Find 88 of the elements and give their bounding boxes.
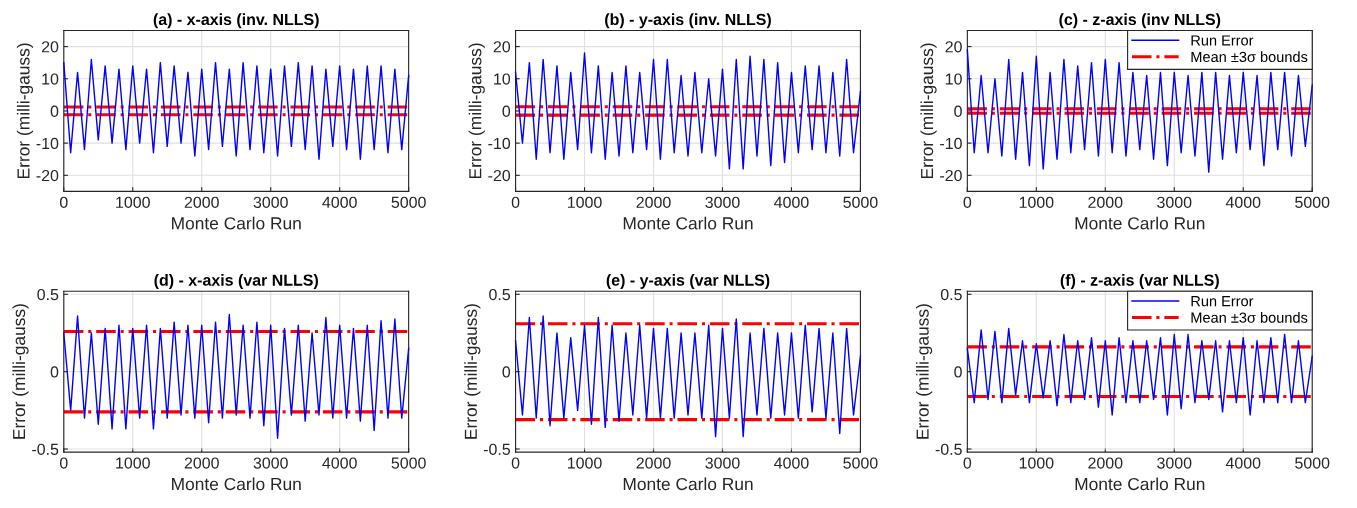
y-axis-title: Error (milli-gauss) bbox=[920, 43, 937, 178]
x-tick-label: 2000 bbox=[636, 457, 671, 469]
x-tick-label: 4000 bbox=[322, 457, 357, 469]
x-tick-label: 3000 bbox=[705, 457, 740, 469]
y-axis-title: Error (milli-gauss) bbox=[12, 304, 29, 439]
y-tick-label: -10 bbox=[36, 137, 59, 150]
y-tick-label: 10 bbox=[42, 73, 59, 85]
y-tick-label: -0.5 bbox=[483, 443, 511, 455]
x-tick-label: 5000 bbox=[391, 196, 426, 208]
x-tick-label: 1000 bbox=[116, 196, 150, 208]
y-axis-title: Error (milli-gauss) bbox=[464, 304, 481, 439]
chart-title: (d) - x-axis (var NLLS) bbox=[154, 274, 318, 289]
y-tick-label: 0.5 bbox=[489, 288, 511, 301]
x-tick-label: 5000 bbox=[1295, 196, 1330, 208]
x-tick-label: 5000 bbox=[843, 196, 878, 208]
x-axis-title: Monte Carlo Run bbox=[623, 477, 753, 491]
x-tick-label: 1000 bbox=[116, 457, 150, 469]
legend-label: Mean ±3σ bounds bbox=[1191, 312, 1308, 323]
y-tick-label: 0 bbox=[502, 105, 511, 117]
x-tick-label: 2000 bbox=[1088, 196, 1123, 208]
y-tick-label: 0 bbox=[50, 366, 59, 378]
y-tick-label: -10 bbox=[488, 137, 511, 150]
y-tick-label: -0.5 bbox=[32, 443, 59, 455]
legend-label: Run Error bbox=[1191, 35, 1254, 46]
y-tick-label: 20 bbox=[493, 41, 511, 53]
x-tick-label: 3000 bbox=[1157, 196, 1192, 208]
x-tick-label: 5000 bbox=[391, 457, 426, 469]
x-axis-title: Monte Carlo Run bbox=[172, 477, 301, 491]
chart-title: (a) - x-axis (inv. NLLS) bbox=[153, 13, 319, 29]
x-tick-label: 0 bbox=[59, 457, 68, 469]
x-tick-label: 5000 bbox=[1295, 457, 1330, 469]
x-tick-label: 1000 bbox=[1019, 196, 1054, 208]
y-tick-label: 0 bbox=[954, 366, 962, 378]
x-axis-title: Monte Carlo Run bbox=[1075, 216, 1205, 230]
x-axis-title: Monte Carlo Run bbox=[1075, 477, 1205, 491]
y-tick-label: -20 bbox=[488, 169, 511, 182]
line-series bbox=[966, 49, 1313, 173]
y-tick-label: 20 bbox=[41, 41, 59, 53]
x-axis-title: Monte Carlo Run bbox=[172, 216, 301, 230]
y-tick-label: 0 bbox=[502, 366, 511, 378]
chart-title: (b) - y-axis (inv. NLLS) bbox=[605, 13, 771, 29]
chart-title: (e) - y-axis (var NLLS) bbox=[606, 274, 770, 289]
x-tick-label: 2000 bbox=[184, 457, 219, 469]
y-tick-label: 10 bbox=[494, 73, 511, 85]
y-axis-title: Error (milli-gauss) bbox=[16, 43, 34, 178]
x-tick-label: 4000 bbox=[1225, 457, 1261, 469]
x-tick-label: 3000 bbox=[253, 196, 288, 208]
x-tick-label: 1000 bbox=[1019, 457, 1054, 469]
y-axis-title: Error (milli-gauss) bbox=[468, 43, 485, 178]
legend-label: Mean ±3σ bounds bbox=[1191, 51, 1308, 63]
x-tick-label: 0 bbox=[511, 457, 520, 469]
line-series bbox=[966, 327, 1313, 416]
x-tick-label: 0 bbox=[59, 196, 68, 208]
x-tick-label: 5000 bbox=[843, 457, 878, 469]
y-tick-label: -0.5 bbox=[935, 443, 962, 455]
x-tick-label: 2000 bbox=[184, 196, 219, 208]
x-tick-label: 3000 bbox=[705, 196, 740, 208]
x-tick-label: 0 bbox=[963, 196, 972, 208]
y-tick-label: 0 bbox=[50, 105, 59, 117]
y-tick-label: -20 bbox=[940, 169, 962, 182]
x-tick-label: 0 bbox=[511, 196, 520, 208]
line-series bbox=[63, 313, 410, 439]
chart-title: (f) - z-axis (var NLLS) bbox=[1060, 274, 1219, 289]
y-tick-label: 0.5 bbox=[940, 288, 962, 301]
x-tick-label: 3000 bbox=[253, 457, 288, 469]
y-tick-label: 0.5 bbox=[37, 288, 59, 301]
x-tick-label: 2000 bbox=[1088, 457, 1123, 469]
x-tick-label: 3000 bbox=[1157, 457, 1192, 469]
legend-label: Run Error bbox=[1191, 296, 1254, 307]
x-tick-label: 1000 bbox=[567, 457, 602, 469]
y-tick-label: 20 bbox=[945, 41, 962, 53]
line-series bbox=[514, 52, 862, 170]
line-series bbox=[63, 58, 410, 160]
x-tick-label: 4000 bbox=[1225, 196, 1261, 208]
x-tick-label: 4000 bbox=[774, 457, 809, 469]
x-tick-label: 0 bbox=[963, 457, 972, 469]
x-tick-label: 2000 bbox=[636, 196, 671, 208]
line-series bbox=[514, 315, 862, 438]
x-tick-label: 4000 bbox=[774, 196, 809, 208]
x-axis-title: Monte Carlo Run bbox=[623, 216, 753, 230]
x-tick-label: 1000 bbox=[567, 196, 602, 208]
y-tick-label: -10 bbox=[940, 137, 962, 150]
y-axis-title: Error (milli-gauss) bbox=[916, 304, 933, 439]
y-tick-label: -20 bbox=[36, 169, 59, 182]
y-tick-label: 0 bbox=[954, 105, 962, 117]
x-tick-label: 4000 bbox=[322, 196, 357, 208]
y-tick-label: 10 bbox=[945, 73, 962, 85]
chart-title: (c) - z-axis (inv NLLS) bbox=[1059, 13, 1221, 29]
